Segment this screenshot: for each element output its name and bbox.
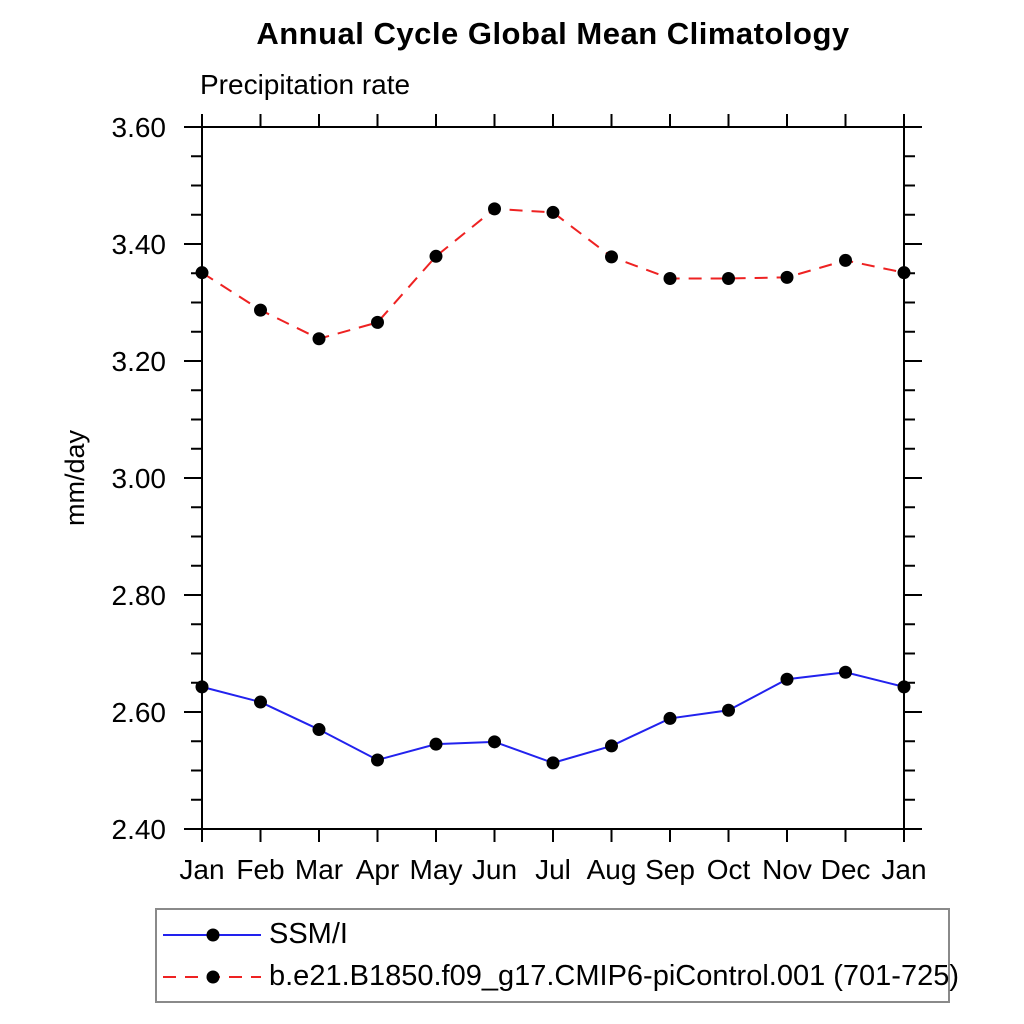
data-point-marker — [839, 253, 852, 267]
y-axis-tick-label: 3.60 — [112, 112, 167, 143]
x-axis-tick-label: Aug — [587, 854, 637, 885]
y-axis-label: mm/day — [60, 429, 90, 526]
data-point-marker — [429, 737, 443, 751]
y-axis-tick-label: 2.60 — [112, 697, 167, 728]
x-axis-tick-label: Dec — [821, 854, 871, 885]
data-point-marker — [839, 665, 852, 679]
data-point-marker — [371, 753, 384, 767]
y-axis-tick-label: 3.20 — [112, 346, 167, 377]
data-point-marker — [312, 723, 326, 737]
x-axis-tick-label: Oct — [707, 854, 751, 885]
data-point-marker — [546, 205, 560, 219]
data-point-marker — [663, 272, 677, 286]
data-point-marker — [254, 303, 267, 317]
x-axis-tick-label: Apr — [356, 854, 400, 885]
data-point-marker — [780, 270, 794, 284]
data-point-marker — [897, 266, 911, 280]
data-point-marker — [722, 703, 735, 717]
x-axis-tick-label: May — [410, 854, 463, 885]
series-line-0 — [201, 671, 905, 764]
legend-marker-dot — [206, 928, 220, 941]
data-point-marker — [780, 672, 794, 686]
legend-item-model: b.e21.B1850.f09_g17.CMIP6-piControl.001 … — [157, 956, 959, 998]
legend: SSM/I b.e21.B1850.f09_g17.CMIP6-piContro… — [155, 908, 959, 1003]
data-point-marker — [546, 756, 560, 770]
plot-frame — [201, 126, 905, 830]
data-point-marker — [488, 735, 501, 749]
data-point-marker — [371, 315, 384, 329]
data-point-marker — [195, 266, 209, 280]
data-point-marker — [312, 332, 326, 346]
y-axis-tick-label: 2.80 — [112, 580, 167, 611]
series-line-1 — [201, 207, 905, 340]
x-axis-tick-label: Mar — [295, 854, 343, 885]
legend-line-sample-dashed — [163, 970, 261, 983]
data-point-marker — [663, 711, 677, 725]
x-axis-tick-label: Jun — [472, 854, 517, 885]
y-axis-tick-label: 3.40 — [112, 229, 167, 260]
data-point-marker — [605, 250, 618, 264]
legend-label-model: b.e21.B1850.f09_g17.CMIP6-piControl.001 … — [269, 960, 960, 992]
y-axis-tick-label: 2.40 — [112, 814, 167, 845]
legend-label-ssmi: SSM/I — [269, 918, 348, 950]
x-axis-tick-label: Jul — [535, 854, 571, 885]
x-axis-tick-label: Jan — [881, 854, 926, 885]
x-axis-tick-label: Jan — [179, 854, 224, 885]
data-point-marker — [605, 739, 618, 753]
x-axis-tick-label: Nov — [762, 854, 812, 885]
data-point-marker — [722, 272, 735, 286]
data-point-marker — [254, 695, 267, 709]
data-point-marker — [488, 202, 501, 216]
data-point-marker — [897, 680, 911, 694]
chart-subtitle: Precipitation rate — [200, 69, 411, 100]
legend-marker-dot — [206, 970, 220, 983]
chart-title: Annual Cycle Global Mean Climatology — [256, 16, 850, 51]
x-axis-tick-label: Feb — [236, 854, 284, 885]
legend-item-ssmi: SSM/I — [157, 914, 948, 956]
legend-line-sample-solid — [163, 928, 261, 941]
plot-area: 2.40 2.60 2.80 3.00 3.20 3.40 3.60 Jan Feb Mar Apr… — [60, 112, 927, 885]
y-axis-tick-label: 3.00 — [112, 463, 167, 494]
data-point-marker — [429, 249, 443, 263]
data-point-marker — [195, 680, 209, 694]
x-axis-tick-label: Sep — [645, 854, 695, 885]
